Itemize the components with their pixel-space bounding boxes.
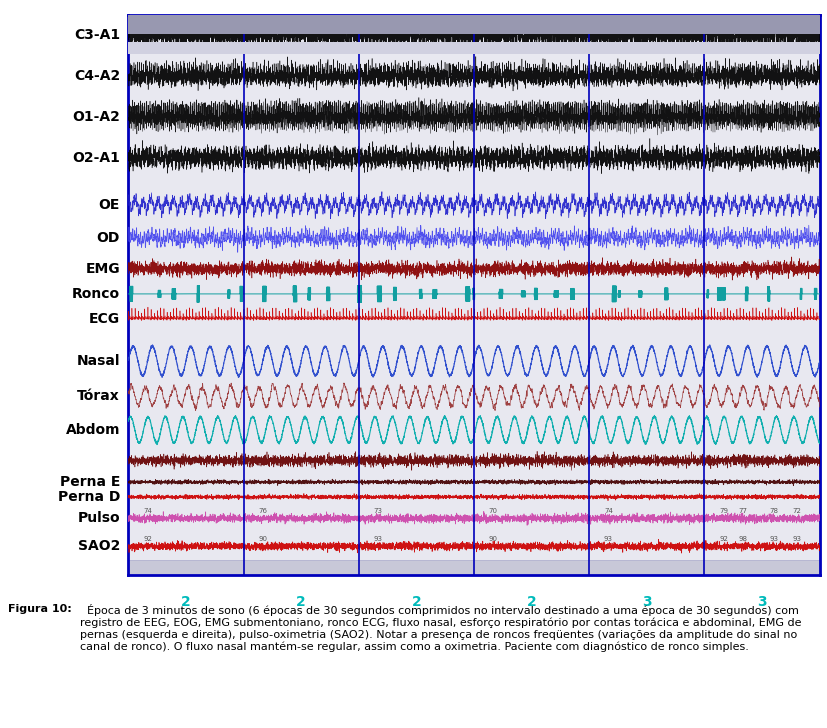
Text: ECG: ECG [88,312,120,326]
Text: 74: 74 [604,508,612,514]
Bar [128,42,819,54]
Text: 3: 3 [757,595,766,609]
Text: 3: 3 [641,595,651,609]
Text: 2: 2 [296,595,306,609]
Text: Tórax: Tórax [77,389,120,403]
Text: Pulso: Pulso [78,511,120,526]
Text: 78: 78 [768,508,777,514]
Text: 90: 90 [488,536,497,542]
Text: Nasal: Nasal [76,354,120,368]
Text: Perna D: Perna D [58,490,120,504]
Text: Figura 10:: Figura 10: [8,604,72,614]
Text: 79: 79 [719,508,727,514]
Text: C4-A2: C4-A2 [74,69,120,83]
Text: 2: 2 [411,595,421,609]
Text: 74: 74 [143,508,152,514]
Text: 2: 2 [181,595,190,609]
Bar [128,15,819,34]
Text: 93: 93 [791,536,801,542]
Text: 93: 93 [373,536,382,542]
Text: OE: OE [98,197,120,212]
Text: 73: 73 [373,508,382,514]
Text: 72: 72 [791,508,801,514]
Text: Época de 3 minutos de sono (6 épocas de 30 segundos comprimidos no intervalo des: Época de 3 minutos de sono (6 épocas de … [80,604,801,652]
Text: 90: 90 [258,536,267,542]
Text: Ronco: Ronco [72,287,120,301]
Text: 98: 98 [738,536,747,542]
Text: O1-A2: O1-A2 [72,110,120,124]
Text: 2: 2 [526,595,536,609]
Text: 92: 92 [719,536,727,542]
Text: 93: 93 [603,536,612,542]
Text: 76: 76 [258,508,267,514]
Text: C3-A1: C3-A1 [74,28,120,42]
Text: Perna E: Perna E [60,475,120,489]
Text: 93: 93 [768,536,777,542]
Text: Abdom: Abdom [65,423,120,437]
Text: SAO2: SAO2 [78,539,120,553]
Text: OD: OD [97,231,120,245]
Text: 77: 77 [738,508,747,514]
Text: EMG: EMG [85,262,120,276]
Bar [128,561,819,575]
Text: O2-A1: O2-A1 [72,151,120,165]
Text: 92: 92 [143,536,152,542]
Text: 70: 70 [488,508,497,514]
